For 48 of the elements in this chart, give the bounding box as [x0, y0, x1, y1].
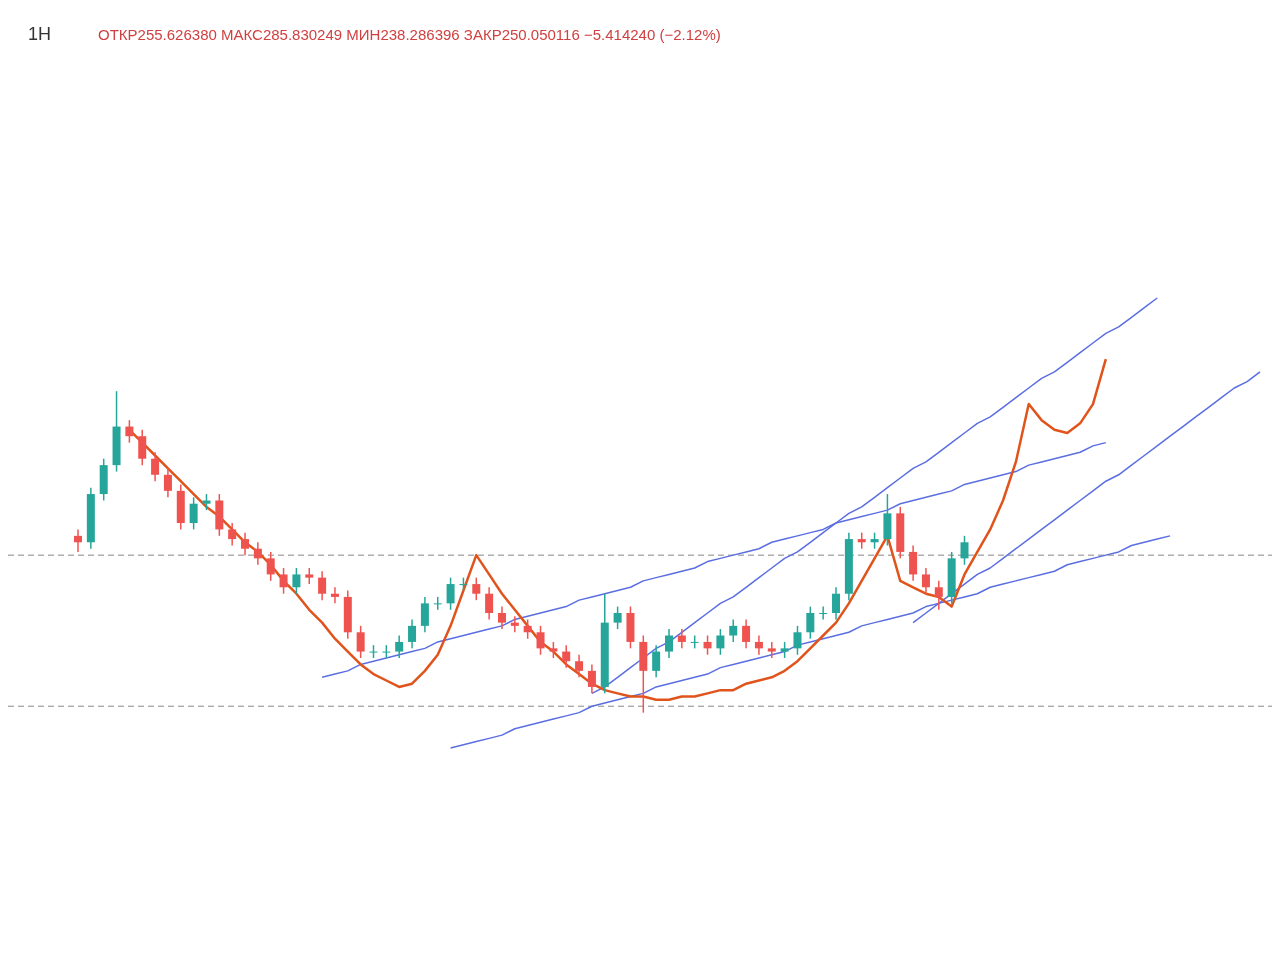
candlestick: [729, 618, 738, 643]
candlestick: [793, 625, 802, 656]
candlestick: [921, 567, 930, 595]
candlestick: [677, 628, 686, 650]
candlestick: [754, 634, 763, 656]
candlestick: [241, 531, 250, 556]
candlestick: [395, 634, 404, 659]
candlestick: [446, 576, 455, 611]
candlestick: [806, 605, 815, 640]
chart-title: 1H: [28, 24, 52, 44]
candlestick: [151, 451, 160, 482]
candlestick: [253, 541, 262, 566]
candlestick: [523, 618, 532, 640]
candlestick: [665, 628, 673, 659]
candlestick: [138, 429, 147, 466]
candlestick: [420, 596, 429, 634]
candlestick: [485, 586, 494, 621]
candlestick: [408, 618, 417, 650]
candlestick: [575, 654, 584, 679]
candlestick: [292, 567, 301, 595]
candlestick: [832, 586, 841, 621]
text: ОТКР255.626380 МАКС285.830249 МИН238.286396 ЗАКР250.050116 −5.414240 (−2.12%): [98, 26, 721, 43]
candlestick: [909, 544, 918, 582]
candlestick: [125, 419, 134, 444]
candlestick: [266, 551, 275, 582]
candlestick: [652, 644, 661, 679]
candlestick: [767, 641, 776, 659]
candlestick: [497, 605, 506, 630]
candlestick: [742, 618, 751, 650]
candlestick: [960, 535, 969, 566]
candlestick: [587, 663, 596, 695]
candlestick: [536, 625, 545, 656]
candlestick: [356, 625, 365, 659]
candlestick: [74, 528, 82, 553]
candlestick: [279, 567, 288, 595]
candlestick: [819, 605, 828, 621]
candlestick: [703, 634, 712, 656]
candlestick: [510, 615, 519, 634]
candlestick: [472, 576, 481, 601]
candlestick: [716, 628, 725, 656]
candlestick: [163, 467, 172, 499]
candlestick: [228, 522, 237, 547]
candlestick: [613, 605, 622, 630]
candlestick: [330, 586, 339, 605]
candlestick: [562, 644, 571, 669]
candlestick: [318, 570, 327, 601]
candlestick: [934, 580, 943, 611]
candlestick: [189, 496, 198, 531]
